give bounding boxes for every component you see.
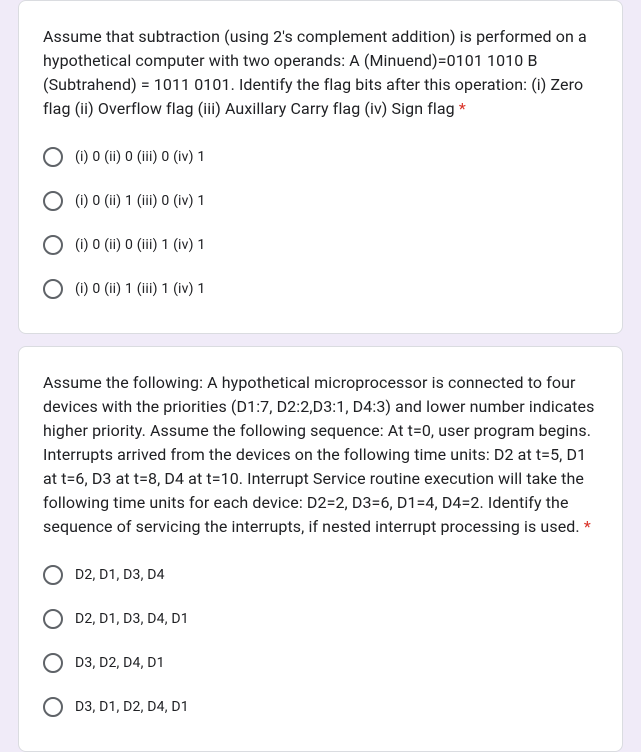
option-row[interactable]: (i) 0 (ii) 0 (iii) 1 (iv) 1 [43,225,598,265]
option-label: (i) 0 (ii) 0 (iii) 1 (iv) 1 [75,237,205,253]
radio-icon[interactable] [43,279,63,299]
required-mark-1: * [459,99,466,118]
radio-icon[interactable] [43,565,63,585]
radio-icon[interactable] [43,609,63,629]
option-row[interactable]: D3, D1, D2, D4, D1 [43,687,598,727]
question-text-2: Assume the following: A hypothetical mic… [43,371,598,539]
option-row[interactable]: D2, D1, D3, D4 [43,555,598,595]
question-body-1: Assume that subtraction (using 2's compl… [43,27,587,118]
option-label: D2, D1, D3, D4, D1 [75,611,189,627]
option-label: D2, D1, D3, D4 [75,567,165,583]
option-row[interactable]: (i) 0 (ii) 0 (iii) 0 (iv) 1 [43,137,598,177]
radio-icon[interactable] [43,653,63,673]
option-label: (i) 0 (ii) 1 (iii) 0 (iv) 1 [75,193,205,209]
option-label: D3, D2, D4, D1 [75,655,165,671]
option-label: D3, D1, D2, D4, D1 [75,699,189,715]
question-text-1: Assume that subtraction (using 2's compl… [43,25,598,121]
options-group-1: (i) 0 (ii) 0 (iii) 0 (iv) 1 (i) 0 (ii) 1… [43,137,598,309]
radio-icon[interactable] [43,235,63,255]
question-card-1: Assume that subtraction (using 2's compl… [18,0,623,334]
question-card-2: Assume the following: A hypothetical mic… [18,346,623,752]
radio-icon[interactable] [43,147,63,167]
option-row[interactable]: (i) 0 (ii) 1 (iii) 1 (iv) 1 [43,269,598,309]
option-label: (i) 0 (ii) 0 (iii) 0 (iv) 1 [75,149,205,165]
option-label: (i) 0 (ii) 1 (iii) 1 (iv) 1 [75,281,205,297]
option-row[interactable]: D2, D1, D3, D4, D1 [43,599,598,639]
option-row[interactable]: (i) 0 (ii) 1 (iii) 0 (iv) 1 [43,181,598,221]
radio-icon[interactable] [43,697,63,717]
radio-icon[interactable] [43,191,63,211]
options-group-2: D2, D1, D3, D4 D2, D1, D3, D4, D1 D3, D2… [43,555,598,727]
option-row[interactable]: D3, D2, D4, D1 [43,643,598,683]
required-mark-2: * [584,517,591,536]
question-body-2: Assume the following: A hypothetical mic… [43,373,594,536]
